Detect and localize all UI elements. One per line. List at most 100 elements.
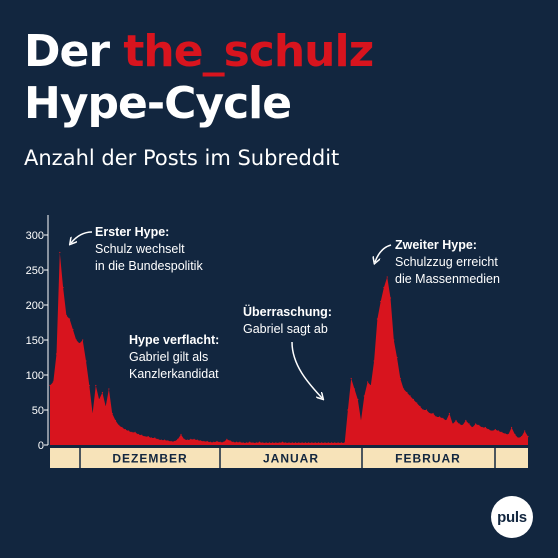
series-area: [50, 252, 528, 445]
data-point: [281, 441, 284, 443]
data-point: [186, 439, 189, 441]
data-point: [478, 424, 480, 426]
data-point: [124, 429, 126, 431]
data-point: [468, 423, 470, 425]
data-point: [380, 300, 382, 303]
data-point: [232, 441, 234, 443]
data-point: [147, 436, 149, 438]
data-point: [317, 442, 320, 444]
annotation-text: Kanzlerkandidat: [129, 367, 219, 381]
annotation-layer: Erster Hype: Schulz wechselt in die Bundes…: [71, 225, 500, 398]
data-point: [59, 251, 61, 254]
data-point: [406, 391, 408, 394]
data-point: [409, 395, 411, 397]
y-tick-label: 50: [32, 405, 44, 417]
data-point: [353, 388, 356, 390]
annotation-arrow: [71, 231, 93, 243]
month-label: JANUAR: [263, 452, 319, 466]
data-point: [350, 377, 352, 380]
data-point: [157, 438, 159, 440]
data-point: [458, 423, 460, 425]
data-point: [154, 437, 156, 439]
data-point: [396, 356, 398, 359]
data-point: [373, 360, 375, 362]
y-tick-label: 300: [26, 230, 44, 242]
data-point: [304, 442, 306, 444]
data-point: [327, 442, 329, 444]
data-point: [403, 388, 405, 390]
data-point: [196, 439, 198, 441]
data-point: [75, 339, 77, 341]
data-point: [484, 426, 486, 429]
data-point: [105, 405, 107, 408]
y-tick-label: 250: [26, 265, 44, 277]
data-point: [389, 297, 392, 299]
data-point: [92, 412, 94, 415]
annotation-title: Erster Hype:: [95, 225, 169, 239]
data-point: [491, 430, 493, 432]
data-point: [294, 442, 297, 444]
data-point: [308, 442, 310, 444]
annotation-text: Gabriel sagt ab: [243, 322, 328, 336]
data-point: [367, 381, 369, 383]
data-point: [88, 384, 90, 387]
data-point: [520, 436, 523, 438]
data-point: [511, 426, 513, 429]
data-point: [527, 436, 529, 438]
annotation-text: in die Bundespolitik: [95, 259, 203, 273]
month-label: DEZEMBER: [112, 452, 187, 466]
data-point: [226, 438, 228, 440]
data-point: [268, 442, 270, 444]
data-point: [258, 441, 261, 443]
data-point: [150, 437, 153, 439]
data-point: [298, 442, 300, 444]
data-point: [222, 441, 225, 443]
data-point: [95, 384, 97, 387]
data-point: [236, 441, 238, 443]
data-point: [265, 442, 267, 444]
data-point: [334, 442, 336, 444]
data-point: [118, 424, 120, 426]
annotation-text: Schulz wechselt: [95, 242, 185, 256]
data-point: [465, 419, 467, 422]
data-point: [72, 328, 74, 331]
data-point: [455, 419, 457, 422]
data-point: [419, 405, 421, 408]
puls-logo: puls: [491, 496, 533, 538]
annotation-title: Zweiter Hype:: [395, 238, 477, 252]
data-point: [448, 412, 450, 415]
data-point: [121, 426, 123, 429]
data-point: [475, 423, 477, 425]
data-point: [242, 442, 244, 444]
data-point: [275, 442, 277, 444]
title-line2: Hype-Cycle: [24, 78, 292, 129]
data-point: [497, 430, 500, 432]
data-point: [311, 442, 313, 444]
data-point: [190, 438, 192, 440]
data-point: [144, 436, 146, 438]
data-point: [337, 442, 339, 444]
data-point: [219, 441, 221, 443]
data-point: [393, 339, 395, 341]
data-point: [131, 431, 133, 433]
data-point: [488, 429, 490, 431]
data-point: [101, 391, 103, 394]
data-point: [180, 433, 182, 436]
data-point: [301, 442, 303, 444]
data-point: [98, 398, 100, 401]
data-point: [288, 442, 290, 444]
data-point: [193, 438, 195, 440]
data-point: [167, 440, 169, 442]
data-point: [239, 441, 241, 443]
annotation-arrow: [291, 341, 322, 398]
data-point: [209, 441, 211, 443]
data-point: [383, 286, 385, 289]
data-point: [507, 433, 509, 436]
data-point: [386, 276, 388, 278]
data-point: [177, 438, 179, 440]
data-point: [442, 417, 444, 419]
data-point: [504, 433, 506, 435]
annotation-text: die Massenmedien: [395, 272, 500, 286]
data-point: [340, 442, 342, 444]
